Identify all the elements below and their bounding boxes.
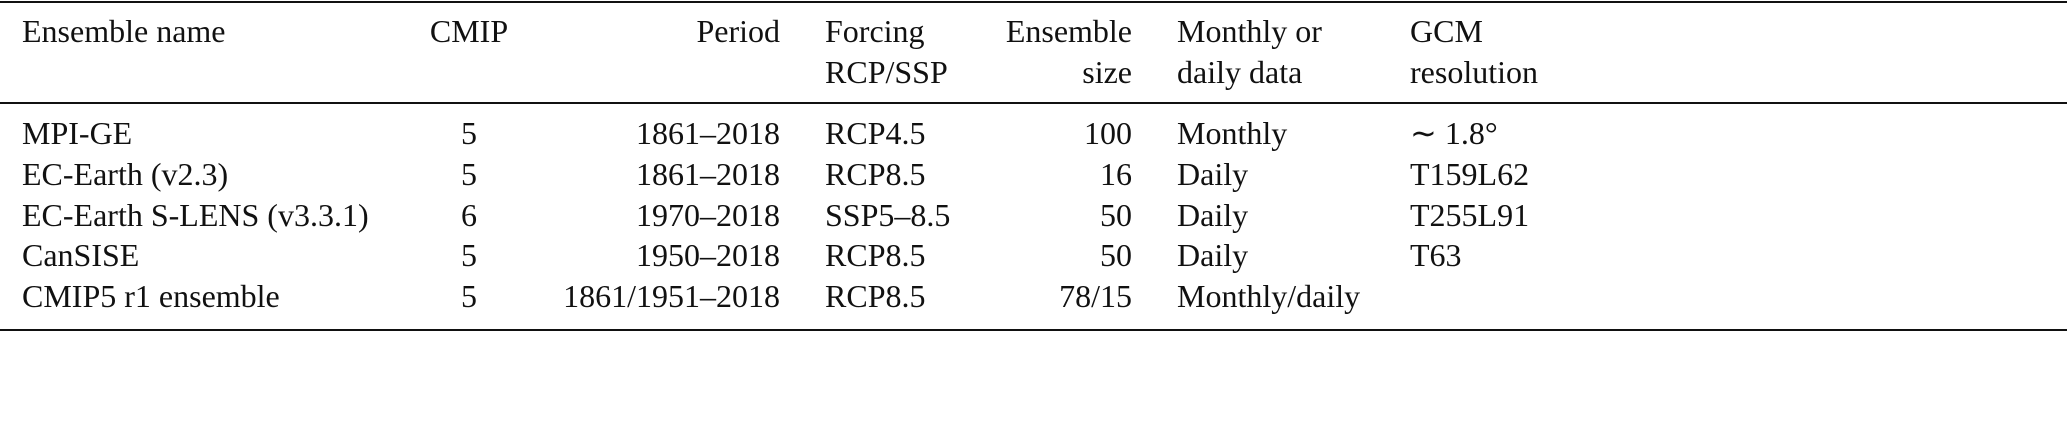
body-cell: 78/15	[1059, 278, 1132, 315]
body-cell: RCP8.5	[825, 237, 926, 274]
body-cell: 16	[1100, 155, 1132, 192]
body-cell: Daily	[1177, 237, 1249, 274]
body-cell: CMIP5 r1 ensemble	[22, 278, 280, 315]
body-cell: Daily	[1177, 155, 1249, 192]
body-cell: 1861/1951–2018	[563, 278, 780, 315]
body-cell: 5	[461, 115, 477, 151]
header-cell: Monthly or	[1177, 13, 1322, 49]
body-cell: 1861–2018	[636, 155, 780, 192]
body-cell: T63	[1410, 237, 1462, 274]
body-cell: T255L91	[1410, 196, 1530, 233]
header-cell: GCM	[1410, 13, 1483, 49]
header-cell: Ensemble	[1005, 13, 1132, 49]
body-cell: 1950–2018	[636, 237, 780, 274]
header-cell: Ensemble name	[22, 13, 226, 49]
header-cell: daily data	[1177, 54, 1303, 90]
header-cell: resolution	[1410, 54, 1538, 90]
bottom-rule	[0, 329, 2067, 331]
header-cell: RCP/SSP	[825, 54, 948, 90]
body-cell: CanSISE	[22, 237, 140, 274]
body-cell: RCP8.5	[825, 278, 926, 315]
body-cell: Monthly	[1177, 115, 1288, 151]
body-cell: 1861–2018	[636, 115, 780, 151]
header-cell: CMIP	[429, 13, 509, 49]
body-cell: 100	[1084, 115, 1132, 151]
body-cell: 50	[1100, 196, 1132, 233]
body-cell: 50	[1100, 237, 1132, 274]
header-cell: Period	[696, 13, 780, 49]
body-cell: SSP5–8.5	[825, 196, 951, 233]
body-cell: ∼ 1.8°	[1410, 115, 1498, 151]
body-cell: EC-Earth S-LENS (v3.3.1)	[22, 196, 369, 233]
top-rule	[0, 1, 2067, 3]
body-cell: RCP4.5	[825, 115, 926, 151]
body-cell: 5	[461, 278, 477, 315]
header-rule	[0, 102, 2067, 104]
body-cell: 6	[461, 196, 477, 233]
body-cell: 5	[461, 155, 477, 192]
body-cell: EC-Earth (v2.3)	[22, 155, 229, 192]
body-cell: T159L62	[1410, 155, 1530, 192]
body-cell: Monthly/daily	[1177, 278, 1361, 315]
body-cell: 1970–2018	[636, 196, 780, 233]
body-cell: MPI-GE	[22, 115, 133, 151]
header-cell: Forcing	[825, 13, 925, 49]
body-cell: Daily	[1177, 196, 1249, 233]
header-cell: size	[1082, 54, 1132, 90]
body-cell: RCP8.5	[825, 155, 926, 192]
body-cell: 5	[461, 237, 477, 274]
